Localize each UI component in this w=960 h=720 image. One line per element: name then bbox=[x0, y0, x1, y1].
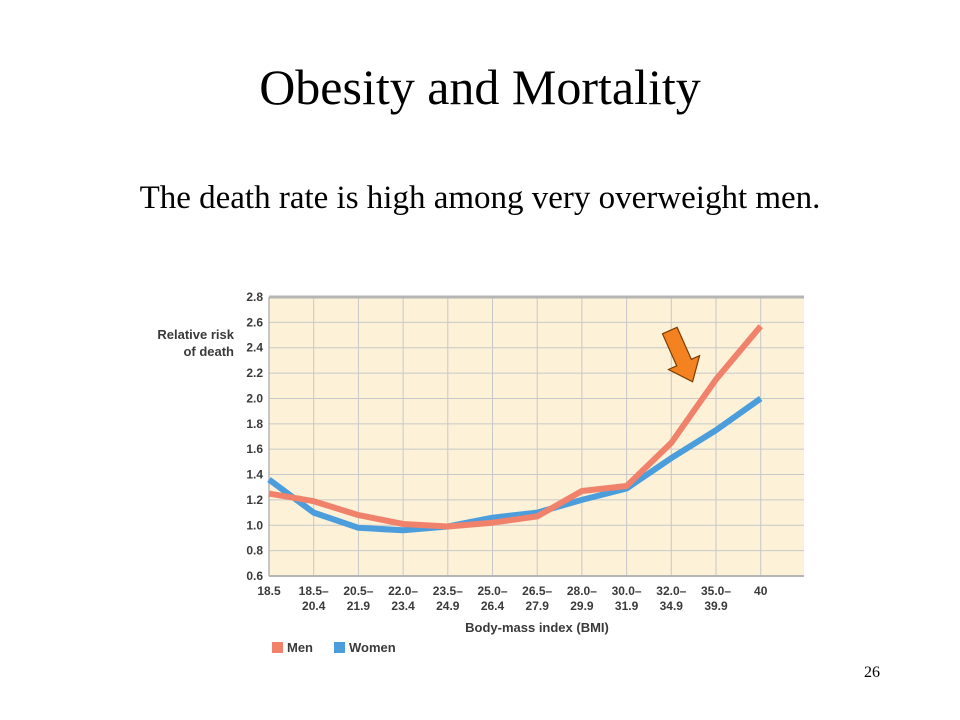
y-tick-label: 1.0 bbox=[246, 518, 263, 532]
y-tick-label: 2.8 bbox=[246, 290, 263, 304]
x-axis-label: Body-mass index (BMI) bbox=[465, 620, 609, 635]
y-tick-label: 2.0 bbox=[246, 391, 263, 405]
y-axis-label: Relative risk bbox=[157, 327, 234, 342]
x-tick-label: 35.0– bbox=[701, 584, 731, 598]
y-tick-label: 0.6 bbox=[246, 569, 263, 583]
slide-title: Obesity and Mortality bbox=[259, 59, 701, 115]
x-tick-label: 24.9 bbox=[436, 599, 460, 613]
arrow-shape bbox=[661, 326, 701, 383]
x-tick-label: 22.0– bbox=[388, 584, 418, 598]
x-tick-label: 18.5– bbox=[299, 584, 329, 598]
x-tick-label: 23.4 bbox=[391, 599, 415, 613]
x-tick-label: 34.9 bbox=[660, 599, 684, 613]
slide-subtitle: The death rate is high among very overwe… bbox=[139, 180, 821, 216]
x-tick-label: 28.0– bbox=[567, 584, 597, 598]
legend-label-women: Women bbox=[349, 640, 396, 655]
x-tick-label: 32.0– bbox=[656, 584, 686, 598]
y-tick-label: 2.2 bbox=[246, 366, 263, 380]
x-tick-label: 25.0– bbox=[477, 584, 507, 598]
page-number: 26 bbox=[864, 664, 880, 681]
x-tick-label: 39.9 bbox=[704, 599, 728, 613]
y-tick-label: 1.6 bbox=[246, 442, 263, 456]
plot-area bbox=[269, 297, 804, 576]
legend-swatch-women bbox=[334, 642, 345, 653]
legend-swatch-men bbox=[272, 642, 283, 653]
y-tick-label: 1.4 bbox=[246, 468, 263, 482]
x-tick-label: 30.0– bbox=[612, 584, 642, 598]
x-tick-label: 23.5– bbox=[433, 584, 463, 598]
x-tick-label: 26.4 bbox=[481, 599, 505, 613]
series-line-men bbox=[268, 324, 763, 530]
y-tick-label: 1.8 bbox=[246, 417, 263, 431]
y-axis-label: of death bbox=[183, 344, 234, 359]
x-tick-label: 31.9 bbox=[615, 599, 639, 613]
x-tick-label: 21.9 bbox=[347, 599, 371, 613]
x-tick-label: 18.5 bbox=[257, 584, 281, 598]
x-tick-label: 27.9 bbox=[526, 599, 550, 613]
x-tick-label: 20.5– bbox=[343, 584, 373, 598]
x-tick-label: 40 bbox=[754, 584, 768, 598]
series-line-women bbox=[267, 396, 763, 534]
y-tick-label: 2.4 bbox=[246, 341, 263, 355]
y-tick-label: 2.6 bbox=[246, 315, 263, 329]
y-tick-label: 0.8 bbox=[246, 544, 263, 558]
x-tick-label: 26.5– bbox=[522, 584, 552, 598]
y-tick-label: 1.2 bbox=[246, 493, 263, 507]
x-tick-label: 20.4 bbox=[302, 599, 326, 613]
annotation-arrow bbox=[661, 326, 701, 383]
legend-label-men: Men bbox=[287, 640, 313, 655]
x-tick-label: 29.9 bbox=[570, 599, 594, 613]
